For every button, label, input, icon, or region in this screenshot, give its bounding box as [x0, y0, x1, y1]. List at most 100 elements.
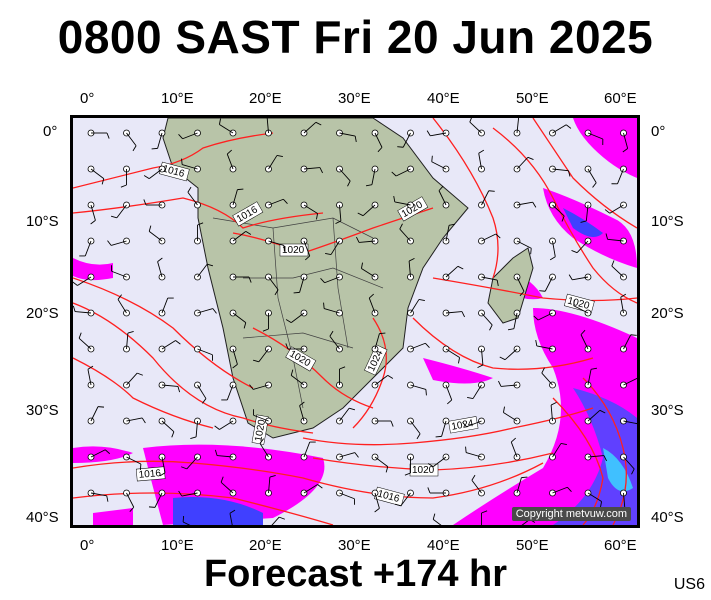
- wind-barb-shaft: [516, 118, 520, 134]
- wind-barb-feather: [599, 409, 606, 414]
- wind-barb-shaft: [432, 456, 447, 467]
- wind-barb-feather: [304, 255, 311, 261]
- wind-barb-shaft: [431, 161, 447, 170]
- wind-barb-feather: [237, 188, 244, 191]
- bottom-lon-label: 40°E: [427, 537, 460, 554]
- wind-barb-feather: [190, 436, 197, 440]
- wind-barb-feather: [539, 290, 546, 292]
- wind-barb-feather: [178, 133, 183, 140]
- wind-barb-shaft: [587, 132, 604, 140]
- wind-barb-feather: [368, 293, 375, 299]
- wind-barbs: [73, 118, 637, 525]
- wind-barb-feather: [197, 222, 204, 226]
- wind-barb-feather: [478, 149, 485, 154]
- wind-barb-feather: [329, 330, 334, 337]
- wind-barb-shaft: [90, 406, 99, 422]
- wind-barb-shaft: [620, 297, 624, 314]
- wind-barb-feather: [339, 366, 346, 370]
- wind-barb-shaft: [501, 384, 518, 387]
- wind-barb-feather: [101, 178, 105, 185]
- wind-barb-feather: [248, 276, 252, 283]
- wind-barb-shaft: [516, 240, 532, 249]
- wind-barb-feather: [630, 334, 637, 336]
- wind-barb-feather: [590, 367, 598, 370]
- wind-barb-shaft: [503, 412, 518, 422]
- wind-barb-shaft: [339, 132, 356, 137]
- wind-barb-feather: [462, 421, 467, 428]
- wind-barb-feather: [561, 215, 565, 222]
- wind-barb-feather: [143, 175, 150, 180]
- wind-barb-feather: [187, 186, 192, 193]
- region-code: US6: [673, 576, 705, 593]
- wind-barb-shaft: [430, 132, 447, 137]
- wind-barb-feather: [467, 397, 474, 400]
- wind-barb-shaft: [329, 335, 340, 350]
- wind-barb-feather: [567, 486, 572, 493]
- wind-barb-shaft: [573, 305, 589, 314]
- wind-barb-shaft: [226, 384, 234, 401]
- wind-barb-feather: [245, 230, 252, 235]
- wind-barb-feather: [502, 406, 505, 413]
- wind-barb-shaft: [161, 420, 175, 433]
- wind-barb-shaft: [623, 377, 637, 386]
- wind-barb-shaft: [226, 153, 234, 170]
- wind-barb-feather: [507, 328, 515, 331]
- wind-barb-shaft: [617, 168, 624, 185]
- wind-barb-feather: [137, 372, 143, 376]
- wind-barb-shaft: [182, 521, 191, 525]
- wind-barb-feather: [262, 328, 269, 332]
- wind-barb-shaft: [441, 420, 447, 437]
- wind-barb-shaft: [445, 225, 450, 242]
- wind-barb-shaft: [513, 312, 518, 329]
- bottom-lon-label: 60°E: [604, 537, 637, 554]
- top-lon-label: 40°E: [427, 90, 460, 107]
- wind-barb-shaft: [161, 297, 169, 314]
- wind-barb-feather: [269, 474, 276, 478]
- wind-barb-shaft: [516, 201, 533, 206]
- left-lat-label: 20°S: [26, 305, 59, 322]
- wind-barb-shaft: [481, 312, 493, 326]
- wind-barb-shaft: [197, 308, 214, 314]
- wind-barb-shaft: [550, 405, 553, 422]
- wind-barb-feather: [397, 146, 404, 148]
- wind-barb-shaft: [197, 263, 208, 278]
- wind-barb-shaft: [219, 420, 234, 430]
- wind-barb-feather: [226, 149, 233, 155]
- wind-barb-feather: [157, 257, 163, 262]
- wind-barb-feather: [394, 503, 401, 507]
- wind-barb-shaft: [410, 342, 426, 350]
- wind-barb-shaft: [623, 492, 626, 509]
- wind-barb-shaft: [90, 449, 106, 458]
- wind-barb-shaft: [445, 265, 459, 278]
- wind-barb-shaft: [197, 384, 207, 399]
- wind-barb-feather: [631, 468, 635, 475]
- wind-barb-feather: [117, 294, 122, 300]
- wind-barb-shaft: [374, 333, 380, 350]
- wind-barb-shaft: [87, 369, 92, 386]
- wind-barb-shaft: [472, 384, 482, 399]
- wind-barb-feather: [418, 298, 425, 301]
- wind-barb-shaft: [90, 492, 107, 497]
- wind-barb-feather: [335, 220, 342, 224]
- wind-barb-feather: [347, 180, 351, 187]
- wind-barb-feather: [521, 476, 528, 479]
- wind-barb-shaft: [611, 265, 624, 278]
- isobar-label: 1020: [409, 463, 439, 477]
- wind-barb-shaft: [445, 311, 462, 314]
- wind-barb-feather: [580, 220, 587, 223]
- wind-barb-feather: [399, 223, 403, 230]
- wind-barb-feather: [499, 356, 506, 361]
- wind-barb-feather: [393, 195, 396, 203]
- wind-barb-shaft: [609, 204, 624, 214]
- top-lon-label: 30°E: [338, 90, 371, 107]
- wind-barb-feather: [181, 466, 187, 470]
- wind-barb-feather: [550, 402, 557, 406]
- wind-barb-shaft: [504, 348, 518, 361]
- wind-barb-feather: [549, 256, 556, 261]
- wind-barb-shaft: [220, 481, 234, 494]
- wind-barb-feather: [408, 258, 415, 262]
- wind-barb-feather: [207, 263, 214, 267]
- wind-barb-shaft: [187, 191, 198, 206]
- isobar-label: 1024: [448, 416, 479, 434]
- wind-barb-shaft: [432, 519, 442, 525]
